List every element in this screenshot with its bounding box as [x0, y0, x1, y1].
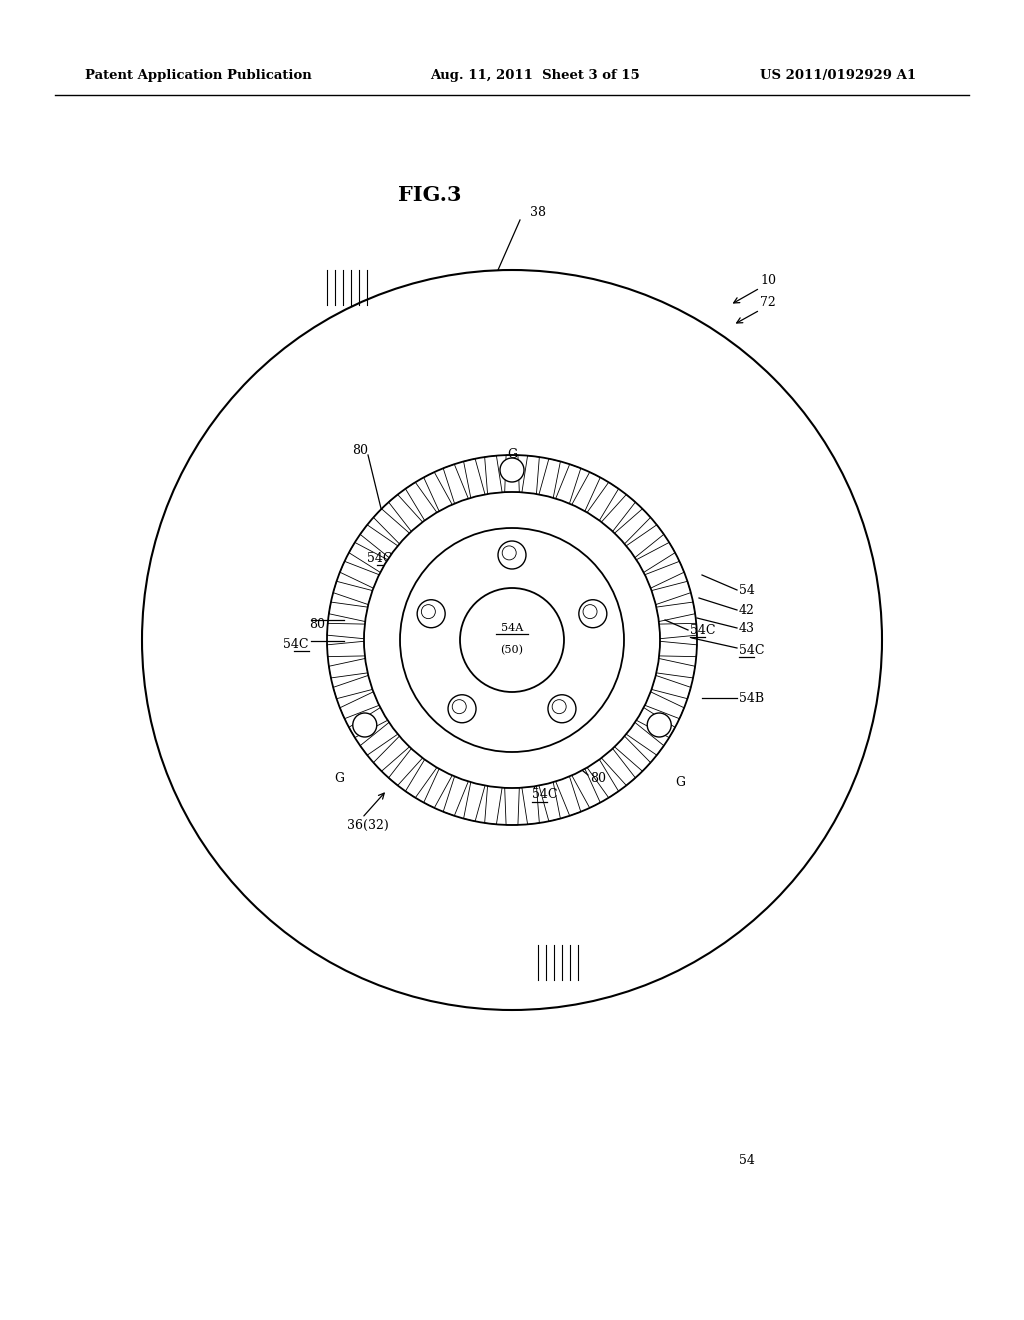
Text: 80: 80: [352, 444, 368, 457]
Text: US 2011/0192929 A1: US 2011/0192929 A1: [760, 69, 916, 82]
Text: Aug. 11, 2011  Sheet 3 of 15: Aug. 11, 2011 Sheet 3 of 15: [430, 69, 640, 82]
Circle shape: [500, 458, 524, 482]
Text: 80: 80: [460, 748, 476, 762]
Text: 78: 78: [500, 762, 516, 775]
Text: 54C: 54C: [690, 623, 716, 636]
Text: 54: 54: [739, 1154, 755, 1167]
Circle shape: [548, 694, 575, 723]
Circle shape: [353, 713, 377, 737]
Text: 78: 78: [540, 704, 556, 717]
Text: 42: 42: [739, 603, 755, 616]
Text: 54B: 54B: [739, 692, 764, 705]
Circle shape: [364, 492, 660, 788]
Text: 54C: 54C: [739, 644, 765, 656]
Text: 78: 78: [428, 693, 444, 706]
Text: 54C: 54C: [284, 638, 309, 651]
Circle shape: [460, 587, 564, 692]
Text: (50): (50): [501, 645, 523, 655]
Text: 10: 10: [760, 273, 776, 286]
Text: 80: 80: [567, 693, 583, 706]
Circle shape: [579, 599, 607, 628]
Text: 54A: 54A: [501, 623, 523, 634]
Text: 54C: 54C: [367, 552, 392, 565]
Text: 54: 54: [739, 583, 755, 597]
Text: 80: 80: [567, 541, 583, 554]
Text: FIG.3: FIG.3: [398, 185, 462, 205]
Text: 72: 72: [760, 296, 776, 309]
Circle shape: [400, 528, 624, 752]
Text: Patent Application Publication: Patent Application Publication: [85, 69, 311, 82]
Text: G: G: [334, 771, 344, 784]
Text: 80: 80: [462, 503, 478, 516]
Text: 78: 78: [542, 541, 558, 554]
Text: 38: 38: [530, 206, 546, 219]
Circle shape: [417, 599, 445, 628]
Text: 36(32): 36(32): [347, 818, 389, 832]
Text: 54C: 54C: [532, 788, 557, 801]
Text: G: G: [507, 447, 517, 461]
Circle shape: [449, 694, 476, 723]
Text: 80: 80: [440, 704, 456, 717]
Text: G: G: [675, 776, 685, 789]
Text: 43: 43: [739, 622, 755, 635]
Circle shape: [647, 713, 671, 737]
Circle shape: [498, 541, 526, 569]
Text: 80: 80: [590, 771, 606, 784]
Text: 80: 80: [309, 618, 325, 631]
Text: 78: 78: [434, 541, 450, 554]
